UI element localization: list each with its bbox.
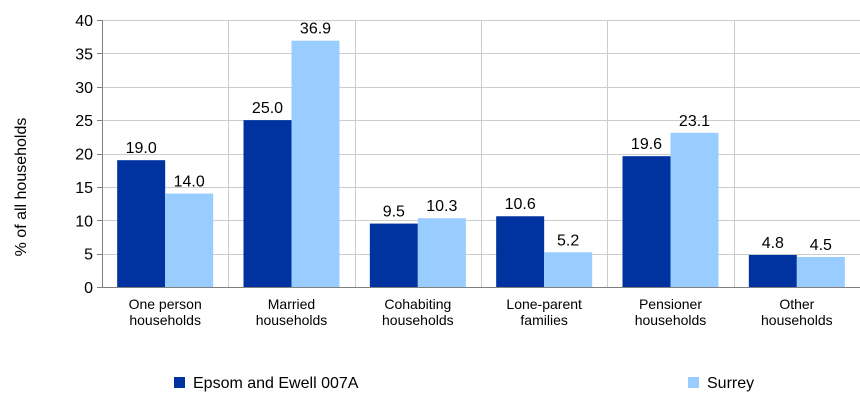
y-tick-label: 20 [75,147,93,164]
y-tick-label: 30 [75,80,93,97]
y-tick-label: 0 [84,280,93,297]
category-label: Other households [761,296,833,328]
data-label: 36.9 [300,21,331,38]
bar [670,132,719,287]
y-axis-title: % of all households [13,118,30,257]
bar [496,216,545,287]
data-label: 4.8 [762,235,784,252]
y-tick-labels: 0 5 10 15 20 25 30 35 40 [75,13,93,297]
category-label: Lone-parent families [506,296,582,328]
bar [369,223,418,287]
data-label: 10.3 [426,198,457,215]
category-label: Cohabiting households [382,296,454,328]
data-label: 10.6 [505,196,536,213]
y-tick-label: 15 [75,180,93,197]
bars [117,40,845,287]
legend: Epsom and Ewell 007A Surrey [174,375,754,392]
legend-label-surrey: Surrey [707,375,754,392]
category-label: Pensioner households [635,296,707,328]
bar [748,254,797,287]
axes [97,20,860,288]
data-label: 5.2 [557,232,579,249]
y-tick-label: 25 [75,113,93,130]
data-label: 25.0 [252,100,283,117]
bar [417,218,466,287]
data-labels: 19.0 25.0 9.5 10.6 19.6 4.8 14.0 36.9 10.3 5.2 23.… [126,21,832,254]
data-label: 14.0 [174,174,205,191]
category-labels: One person households Married households Coh… [129,296,833,328]
y-tick-label: 40 [75,13,93,30]
gridlines [102,20,860,287]
bar [544,252,593,287]
bar [622,156,671,287]
data-label: 19.6 [631,136,662,153]
data-label: 19.0 [126,140,157,157]
data-label: 23.1 [679,113,710,130]
y-tick-label: 35 [75,46,93,63]
bar [243,120,292,287]
data-label: 4.5 [810,237,832,254]
legend-swatch-surrey [688,377,699,388]
legend-label-epsom: Epsom and Ewell 007A [193,375,359,392]
bar [291,40,340,287]
bar [117,160,166,287]
y-tick-label: 5 [84,247,93,264]
category-label: Married households [256,296,328,328]
bar [796,256,845,287]
legend-swatch-epsom [174,377,185,388]
y-tick-label: 10 [75,213,93,230]
bar [165,193,214,287]
category-label: One person households [129,296,202,328]
data-label: 9.5 [383,204,405,221]
